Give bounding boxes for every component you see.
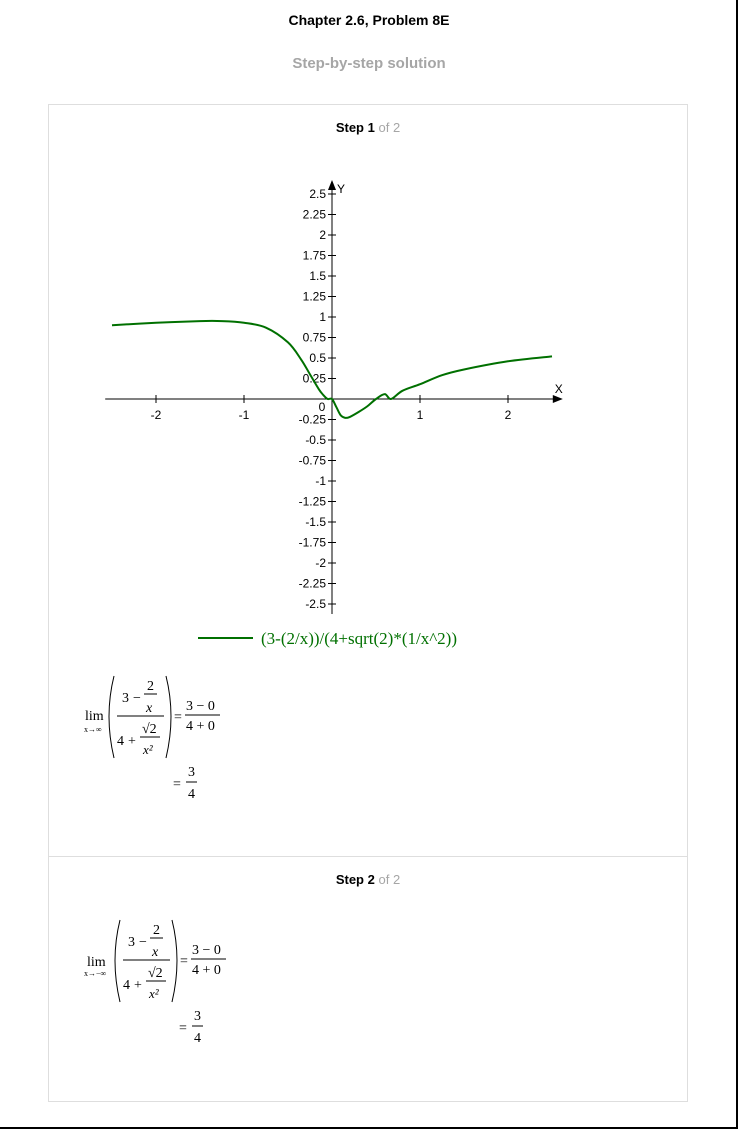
y-tick-label: 1.5: [309, 269, 326, 283]
x-tick-label: -2: [151, 408, 162, 422]
result-2-den: 4: [194, 1031, 201, 1046]
y-tick-label: -1.75: [299, 536, 327, 550]
x-axis-arrow: [552, 395, 563, 403]
x-tick-label: 1: [417, 408, 424, 422]
step-card-1: Step 1 of 2: [48, 104, 688, 857]
step-2-label: Step 2 of 2: [49, 872, 687, 887]
denominator-whole: 4: [117, 734, 124, 749]
series-line: [111, 319, 553, 419]
y-tick-label: 2.5: [309, 187, 326, 201]
right-paren: [165, 675, 172, 759]
numerator-frac-num: 2: [147, 679, 154, 694]
step-2-word: Step: [335, 872, 364, 887]
numerator-frac-den: x: [151, 945, 159, 960]
step-1-number: 1: [367, 120, 375, 135]
result-1-num: 3 − 0: [192, 943, 221, 958]
y-tick-label: 2.25: [303, 208, 327, 222]
y-tick-label: 1.25: [303, 290, 327, 304]
page-frame-bottom: [0, 1127, 738, 1129]
result-2-den: 4: [188, 787, 195, 802]
lim-subscript: x→∞: [84, 725, 102, 734]
lim-text: lim: [87, 955, 106, 970]
numerator-frac-num: 2: [153, 923, 160, 938]
equals-2: =: [173, 777, 181, 792]
y-tick-label: -0.5: [305, 433, 326, 447]
solution-2-math: lim x→−∞ 3 − 2 x 4 + √2 x² = 3 − 0 4 + 0…: [84, 919, 226, 1046]
numerator-minus: −: [139, 935, 147, 950]
y-tick-label: -1: [315, 474, 326, 488]
denominator-frac-den: x²: [148, 986, 160, 1001]
y-tick-label: -2.5: [305, 597, 326, 611]
numerator-frac-den: x: [145, 701, 153, 716]
step-1-word: Step: [335, 120, 364, 135]
function-graph: X Y -2 -1 0 1 2 2.5 2.25 2 1.75 1.5 1.25 1 0.75 0.5 0.25…: [105, 180, 563, 648]
denominator-frac-num: √2: [142, 722, 157, 737]
y-tick-label: 2: [319, 228, 326, 242]
denominator-frac-den: x²: [142, 742, 154, 757]
equals-1: =: [180, 954, 188, 969]
result-2-num: 3: [188, 765, 195, 780]
result-1-den: 4 + 0: [192, 963, 221, 978]
y-axis-arrow: [328, 180, 336, 190]
equals-1: =: [174, 710, 182, 725]
numerator-minus: −: [133, 691, 141, 706]
step-1-of: of 2: [378, 120, 401, 135]
numerator-whole: 3: [122, 691, 129, 706]
y-tick-label: -2: [315, 556, 326, 570]
page-subtitle: Step-by-step solution: [292, 55, 446, 72]
left-paren: [108, 675, 115, 759]
denominator-frac-num: √2: [148, 966, 163, 981]
step-2-number: 2: [367, 872, 375, 887]
legend-label: (3-(2/x))/(4+sqrt(2)*(1/x^2)): [261, 629, 457, 648]
y-tick-label: 0.25: [303, 372, 327, 386]
y-tick-label: -0.25: [299, 413, 327, 427]
result-1-num: 3 − 0: [186, 699, 215, 714]
solution-1-math: lim x→∞ 3 − 2 x 4 + √2 x² = 3 − 0 4 + 0 …: [84, 675, 220, 802]
step-card-2: Step 2 of 2: [48, 856, 688, 1102]
right-paren: [171, 919, 178, 1003]
denominator-plus: +: [134, 978, 142, 993]
equals-2: =: [179, 1021, 187, 1036]
page-title: Chapter 2.6, Problem 8E: [288, 12, 450, 28]
lim-subscript: x→−∞: [84, 969, 107, 978]
lim-text: lim: [85, 709, 104, 724]
result-1-den: 4 + 0: [186, 719, 215, 734]
page-frame-right: [736, 0, 738, 1129]
result-2-num: 3: [194, 1009, 201, 1024]
denominator-plus: +: [128, 734, 136, 749]
step-1-label: Step 1 of 2: [49, 120, 687, 135]
step-2-of: of 2: [378, 872, 401, 887]
numerator-whole: 3: [128, 935, 135, 950]
y-tick-label: 0.75: [303, 331, 327, 345]
y-tick-label: 1: [319, 310, 326, 324]
y-tick-label: -1.25: [299, 495, 327, 509]
y-axis-label: Y: [337, 182, 345, 196]
left-paren: [114, 919, 121, 1003]
x-tick-label: 2: [505, 408, 512, 422]
y-tick-label: 0.5: [309, 351, 326, 365]
denominator-whole: 4: [123, 978, 130, 993]
x-tick-label: -1: [239, 408, 250, 422]
y-tick-label: 1.75: [303, 249, 327, 263]
y-tick-label: -1.5: [305, 515, 326, 529]
y-tick-label: -0.75: [299, 454, 327, 468]
x-tick-label: 0: [319, 400, 326, 414]
x-axis-label: X: [555, 382, 563, 396]
y-tick-label: -2.25: [299, 577, 327, 591]
